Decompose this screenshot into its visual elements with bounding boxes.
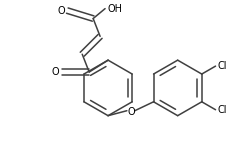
Text: O: O — [52, 67, 59, 77]
Text: O: O — [127, 107, 135, 117]
Text: O: O — [58, 6, 65, 16]
Text: Cl: Cl — [217, 105, 227, 115]
Text: Cl: Cl — [217, 61, 227, 71]
Text: OH: OH — [107, 4, 122, 14]
